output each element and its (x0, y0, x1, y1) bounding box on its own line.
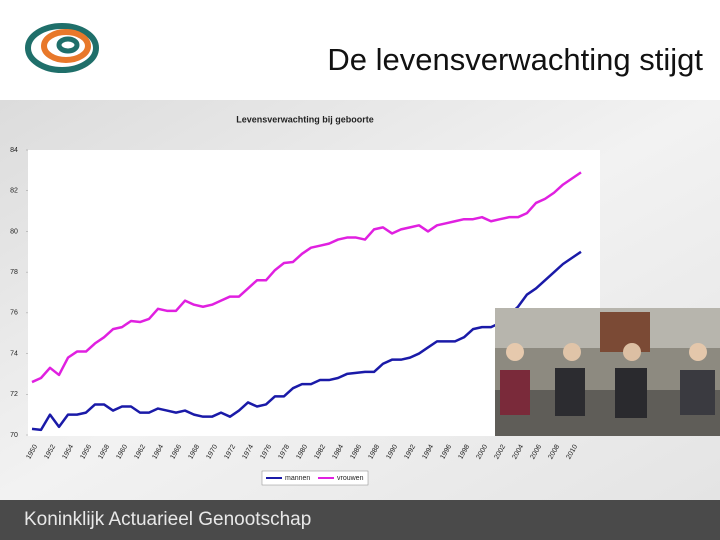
header (0, 0, 720, 100)
legend-label: mannen (285, 475, 310, 482)
y-tick-label: 82 (10, 188, 18, 195)
photo (495, 308, 720, 436)
y-tick-label: 74 (10, 350, 18, 357)
legend-label: vrouwen (337, 475, 364, 482)
footer-bar (0, 500, 720, 540)
legend: mannen vrouwen (261, 470, 369, 486)
series-line (31, 250, 582, 432)
y-tick-label: 84 (10, 147, 18, 154)
logo (25, 23, 99, 73)
chart-title: Levensverwachting bij geboorte (236, 114, 374, 124)
y-tick-label: 80 (10, 228, 18, 235)
y-tick-label: 72 (10, 391, 18, 398)
y-tick-label: 78 (10, 269, 18, 276)
series-line (31, 171, 582, 384)
y-tick-label: 70 (10, 432, 18, 439)
legend-box (261, 470, 369, 486)
footer-text: Koninklijk Actuarieel Genootschap (24, 509, 311, 530)
slide-title: De levensverwachting stijgt (327, 42, 703, 77)
y-tick-label: 76 (10, 310, 18, 317)
